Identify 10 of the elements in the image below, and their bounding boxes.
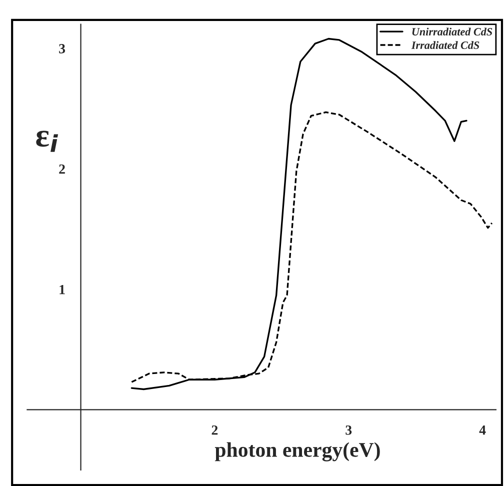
y-tick-label: 2 <box>59 164 65 174</box>
x-tick-label: 2 <box>212 425 218 435</box>
y-tick-label: 3 <box>59 44 66 54</box>
x-tick-label: 3 <box>346 425 352 435</box>
y-axis-title: ε$_{i}$ <box>36 130 58 152</box>
y-tick-label: 1 <box>60 284 65 294</box>
x-tick-label: 4 <box>479 426 486 435</box>
legend-label: Unirradiated CdS <box>412 28 492 36</box>
x-axis-title: photon energy(eV) <box>214 442 380 462</box>
legend-label: Irradiated CdS <box>411 41 480 50</box>
